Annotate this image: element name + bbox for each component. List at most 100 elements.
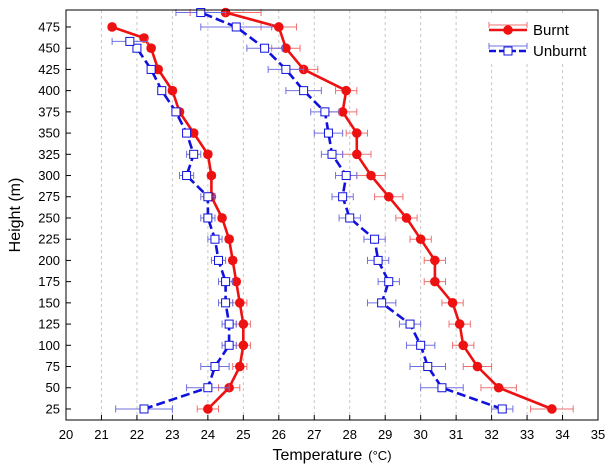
legend-entry-burnt: Burnt — [488, 22, 570, 39]
data-point-unburnt — [405, 319, 415, 329]
data-point-unburnt — [157, 86, 167, 96]
legend-label-burnt: Burnt — [533, 22, 570, 39]
x-tick-label: 30 — [413, 427, 427, 442]
legend: Burnt Unburnt — [484, 14, 594, 62]
data-point-unburnt — [210, 362, 220, 372]
legend-marker-unburnt — [503, 46, 513, 56]
y-tick-label: 150 — [38, 295, 60, 310]
data-point-burnt — [238, 319, 249, 329]
data-point-burnt — [366, 170, 376, 181]
data-point-burnt — [352, 128, 362, 138]
data-point-burnt — [231, 276, 242, 287]
data-point-unburnt — [221, 298, 231, 308]
y-tick-label: 175 — [38, 274, 60, 289]
x-tick-label: 35 — [591, 427, 605, 442]
y-tick-label: 375 — [38, 104, 60, 119]
y-tick-label: 350 — [38, 126, 60, 141]
data-point-unburnt — [373, 255, 383, 265]
data-point-unburnt — [497, 404, 507, 414]
y-tick-label: 100 — [38, 338, 60, 353]
data-point-unburnt — [377, 298, 387, 308]
data-point-unburnt — [189, 149, 199, 159]
grid-lines — [100, 10, 564, 420]
data-point-burnt — [337, 107, 348, 117]
series-layer — [107, 7, 574, 414]
data-point-burnt — [430, 276, 440, 287]
series-unburnt-profile — [111, 36, 237, 414]
data-point-burnt — [227, 255, 238, 266]
data-point-burnt — [234, 361, 245, 372]
series-burnt-profile — [107, 22, 251, 414]
data-point-burnt — [401, 213, 412, 223]
data-point-burnt — [383, 191, 394, 202]
data-point-burnt — [430, 255, 440, 266]
data-point-unburnt — [224, 319, 234, 329]
data-point-unburnt — [196, 8, 206, 18]
data-point-unburnt — [416, 340, 426, 350]
y-tick-label: 50 — [46, 380, 60, 395]
data-point-burnt — [472, 361, 483, 372]
data-point-burnt — [107, 22, 117, 32]
data-point-burnt — [458, 340, 469, 351]
y-tick-label: 225 — [38, 232, 60, 247]
x-axis-unit: (°C) — [368, 448, 391, 463]
x-tick-label: 21 — [94, 427, 108, 442]
data-point-burnt — [341, 85, 351, 96]
x-tick-label: 29 — [378, 427, 392, 442]
y-tick-label: 25 — [46, 401, 60, 416]
data-point-unburnt — [203, 383, 213, 393]
x-axis-label: Temperature (°C) — [272, 447, 391, 464]
series-unburnt-profile — [175, 8, 514, 414]
data-point-burnt — [454, 319, 465, 329]
x-axis-label-text: Temperature — [272, 447, 362, 464]
y-tick-label: 300 — [38, 168, 60, 183]
x-tick-label: 28 — [342, 427, 356, 442]
data-point-burnt — [493, 382, 504, 393]
data-point-burnt — [352, 149, 362, 160]
data-point-unburnt — [437, 383, 447, 393]
legend-entry-unburnt: Unburnt — [488, 43, 587, 60]
data-point-burnt — [167, 85, 178, 96]
y-tick-label: 125 — [38, 317, 60, 332]
x-tick-label: 32 — [484, 427, 498, 442]
plot-frame — [65, 9, 599, 421]
x-tick-label: 22 — [130, 427, 144, 442]
legend-box — [484, 14, 594, 62]
y-axis-label: Height (m) — [7, 178, 24, 253]
data-point-unburnt — [281, 64, 291, 74]
data-point-unburnt — [341, 171, 351, 181]
data-point-burnt — [274, 22, 284, 32]
y-tick-label: 450 — [38, 41, 60, 56]
data-point-unburnt — [182, 171, 192, 181]
x-tick-label: 34 — [555, 427, 569, 442]
data-point-unburnt — [320, 107, 330, 117]
legend-label-unburnt: Unburnt — [533, 43, 587, 60]
data-point-unburnt — [338, 192, 348, 202]
data-point-unburnt — [203, 192, 213, 202]
y-tick-label: 325 — [38, 147, 60, 162]
series-burnt-line — [225, 11, 553, 411]
data-point-burnt — [146, 43, 156, 53]
x-tick-label: 24 — [201, 427, 215, 442]
x-tick-label: 27 — [307, 427, 321, 442]
series-burnt — [107, 7, 574, 414]
y-tick-label: 275 — [38, 189, 60, 204]
series-unburnt-line — [200, 11, 503, 411]
data-point-unburnt — [327, 149, 337, 159]
data-point-burnt — [203, 149, 213, 160]
y-tick-label: 250 — [38, 210, 60, 225]
y-tick-label: 200 — [38, 253, 60, 268]
data-point-unburnt — [231, 22, 241, 32]
data-point-burnt — [139, 33, 149, 43]
data-point-unburnt — [299, 86, 309, 96]
data-point-unburnt — [423, 362, 433, 372]
x-tick-label: 33 — [520, 427, 534, 442]
series-unburnt-line — [128, 40, 231, 411]
data-point-unburnt — [345, 213, 355, 223]
series-unburnt — [111, 8, 514, 414]
data-point-unburnt — [221, 277, 231, 287]
data-point-unburnt — [370, 234, 380, 244]
data-point-unburnt — [224, 340, 234, 350]
data-point-unburnt — [323, 128, 333, 138]
